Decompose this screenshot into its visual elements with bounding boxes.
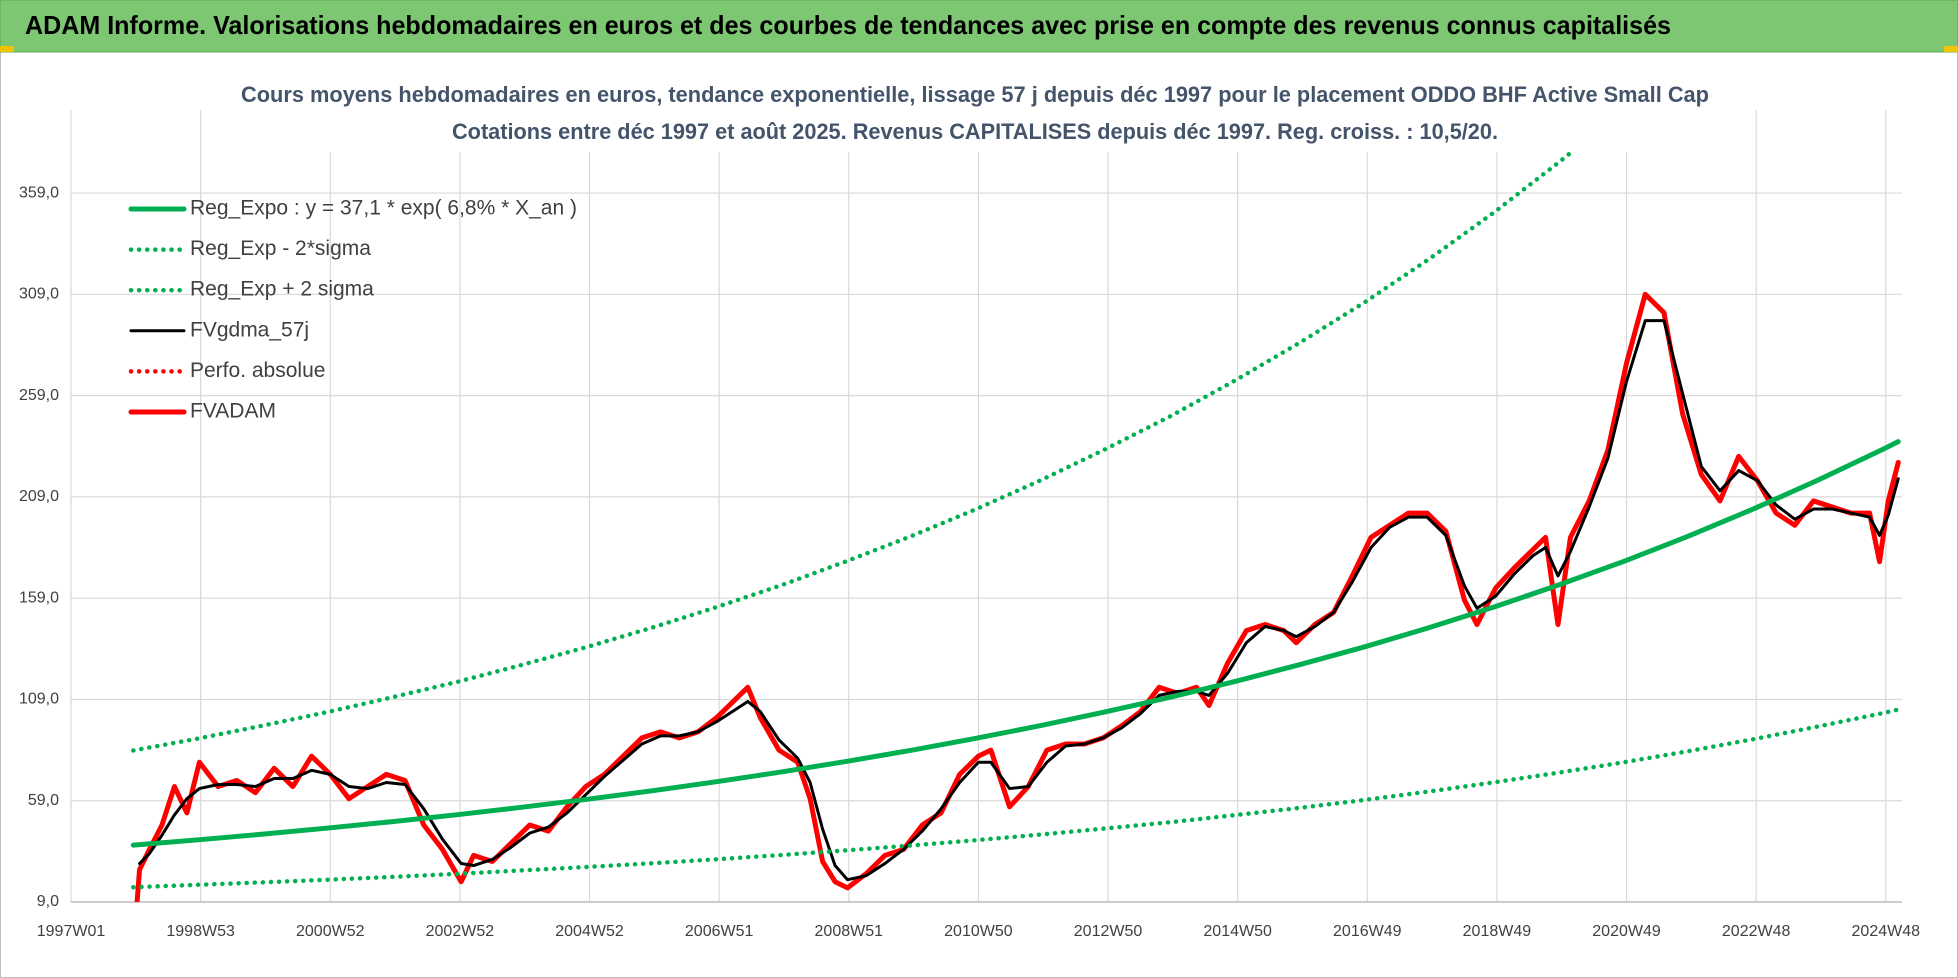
legend-label: Reg_Expo : y = 37,1 * exp( 6,8% * X_an )	[190, 197, 577, 220]
series-line	[131, 707, 1901, 890]
title-background	[236, 80, 1716, 152]
x-tick-label: 2004W52	[555, 923, 624, 940]
header-title: ADAM Informe. Valorisations hebdomadaire…	[25, 10, 1671, 40]
grid: 9,0 59,0 109,0 159,0 209,0 259,0 309,0 359,0 199…	[19, 110, 1920, 940]
series-line	[130, 439, 1901, 848]
y-tick-label: 359,0	[19, 184, 59, 201]
x-tick-label: 1998W53	[166, 923, 235, 940]
corner-mark	[0, 46, 14, 52]
legend-label: Perfo. absolue	[190, 359, 325, 382]
legend-label: FVgdma_57j	[190, 318, 309, 341]
x-tick-label: 2024W48	[1852, 923, 1921, 940]
legend-label: Reg_Exp - 2*sigma	[190, 237, 371, 260]
y-tick-label: 109,0	[19, 691, 59, 708]
legend-label: FVADAM	[190, 400, 276, 423]
x-tick-label: 2016W49	[1333, 923, 1402, 940]
header-bar	[0, 0, 1958, 53]
plot-area	[130, 110, 1901, 902]
y-tick-label: 209,0	[19, 488, 59, 505]
x-tick-label: 2000W52	[296, 923, 365, 940]
corner-mark	[1944, 46, 1958, 52]
x-tick-label: 2020W49	[1592, 923, 1661, 940]
legend: Reg_Expo : y = 37,1 * exp( 6,8% * X_an )…	[128, 197, 577, 423]
x-tick-label: 2006W51	[685, 923, 754, 940]
y-tick-label: 59,0	[28, 792, 59, 809]
x-tick-label: 2002W52	[426, 923, 495, 940]
series-line	[131, 110, 1627, 753]
x-tick-label: 2018W49	[1463, 923, 1532, 940]
y-tick-label: 9,0	[37, 893, 59, 910]
y-tick-label: 259,0	[19, 387, 59, 404]
x-tick-label: 2010W50	[944, 923, 1013, 940]
chart-title: Cours moyens hebdomadaires en euros, ten…	[241, 82, 1709, 107]
x-tick-label: 2008W51	[815, 923, 884, 940]
legend-label: Reg_Exp + 2 sigma	[190, 278, 374, 301]
series-line	[138, 319, 1900, 882]
x-tick-label: 1997W01	[37, 923, 106, 940]
y-tick-label: 159,0	[19, 589, 59, 606]
x-tick-label: 2014W50	[1203, 923, 1272, 940]
x-tick-label: 2022W48	[1722, 923, 1791, 940]
chart-subtitle: Cotations entre déc 1997 et août 2025. R…	[452, 119, 1498, 144]
x-tick-label: 2012W50	[1074, 923, 1143, 940]
y-tick-label: 309,0	[19, 286, 59, 303]
